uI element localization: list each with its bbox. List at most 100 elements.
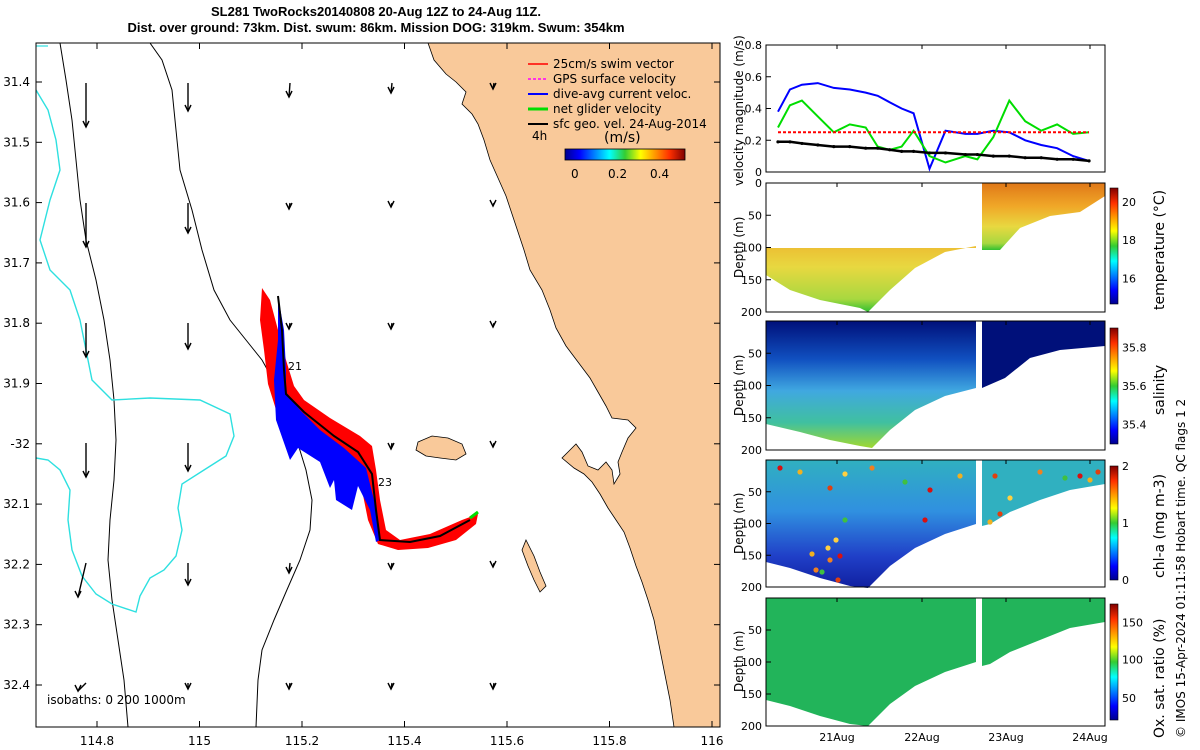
colorbar-title: (m/s) bbox=[604, 130, 641, 146]
depth-tick-label: 100 bbox=[741, 518, 762, 531]
legend-label-net: net glider velocity bbox=[553, 102, 661, 116]
colorbar-tick-1: 0.2 bbox=[608, 167, 627, 181]
salinity-panel: Depth (m) salinity bbox=[732, 320, 1168, 451]
geo-arrow-head bbox=[184, 578, 192, 587]
chlorophyll-sample bbox=[827, 485, 833, 491]
map-xtick-label: 115.2 bbox=[285, 734, 319, 748]
chlorophyll-sample bbox=[997, 511, 1003, 517]
chlorophyll-sample bbox=[1007, 495, 1013, 501]
legend-label-current: dive-avg current veloc. bbox=[553, 87, 691, 101]
chlorophyll-panel: Depth (m) chl-a (mg m-3) bbox=[732, 459, 1168, 588]
legend-label-swim: 25cm/s swim vector bbox=[553, 57, 674, 71]
geo-arrow-head bbox=[285, 202, 293, 211]
geo-arrow-head bbox=[387, 86, 395, 95]
map-ytick-label: -32 bbox=[10, 437, 30, 451]
geo-speed-marker bbox=[963, 152, 968, 157]
day-label-23: 23 bbox=[378, 476, 392, 489]
depth-tick-label: 150 bbox=[741, 412, 762, 425]
chlorophyll-sample bbox=[827, 557, 833, 563]
section-ticks: 0501001502005010015020050100150200501001… bbox=[741, 45, 1147, 744]
salinity-field bbox=[766, 321, 976, 448]
colorbar-tick-label: 35.6 bbox=[1122, 380, 1147, 393]
colorbar-tick-2: 0.4 bbox=[650, 167, 669, 181]
chlorophyll-field-right bbox=[982, 460, 1105, 526]
salinity-ylabel: Depth (m) bbox=[732, 355, 746, 416]
map-ytick-label: 32.2 bbox=[3, 557, 30, 571]
geo-arrow-head bbox=[285, 322, 293, 331]
day-label-21: 21 bbox=[288, 360, 302, 373]
geo-arrow-head bbox=[82, 120, 90, 129]
geo-arrow-head bbox=[489, 440, 497, 449]
day-tick-label: 22Aug bbox=[904, 731, 939, 744]
speed-colorbar bbox=[564, 148, 686, 161]
map-legend: 25cm/s swim vector GPS surface velocity … bbox=[528, 57, 707, 181]
map-xtick-label: 115.6 bbox=[490, 734, 524, 748]
chlorophyll-sample bbox=[1077, 473, 1083, 479]
geo-arrow-head bbox=[184, 682, 192, 691]
map-xtick-label: 115 bbox=[188, 734, 211, 748]
depth-tick-label: 200 bbox=[741, 444, 762, 457]
isobath-1000m bbox=[59, 43, 129, 727]
depth-tick-label: 100 bbox=[741, 656, 762, 669]
oxygen-panel: Depth (m) Ox. sat. ratio (%) bbox=[732, 597, 1168, 738]
velocity-ytick-label: 0.4 bbox=[745, 103, 763, 116]
geo-arrow-head bbox=[285, 682, 293, 691]
geo-arrow-head bbox=[489, 560, 497, 569]
geo-arrow-head bbox=[82, 470, 90, 479]
colorbar-tick-label: 20 bbox=[1122, 196, 1136, 209]
current-vector-band bbox=[274, 296, 380, 542]
velocity-ytick-label: 0.8 bbox=[745, 39, 763, 52]
map-ytick-label: 31.7 bbox=[3, 256, 30, 270]
geo-speed-marker bbox=[927, 151, 932, 155]
chlorophyll-sample bbox=[927, 487, 933, 493]
map-ytick-label: 31.8 bbox=[3, 316, 30, 330]
velocity-ytick-label: 0 bbox=[755, 166, 762, 179]
chlorophyll-sample bbox=[1087, 477, 1093, 483]
velocity-series-line bbox=[778, 140, 1090, 163]
chlorophyll-sample bbox=[813, 567, 819, 573]
colorbar-tick-label: 35.8 bbox=[1122, 342, 1147, 355]
map-island bbox=[415, 435, 467, 461]
colorbar-tick-label: 35.4 bbox=[1122, 418, 1147, 431]
geo-speed-marker bbox=[832, 145, 836, 149]
geo-speed-marker bbox=[1039, 156, 1043, 160]
geo-arrow-head bbox=[489, 320, 497, 329]
geo-arrow-head bbox=[184, 226, 192, 235]
geo-arrow-head bbox=[387, 200, 395, 209]
map-ytick-label: 31.5 bbox=[3, 135, 30, 149]
geo-arrow-head bbox=[74, 684, 82, 693]
geo-speed-marker bbox=[788, 140, 792, 144]
chlorophyll-sample bbox=[835, 577, 841, 583]
legend-scale-label: 4h bbox=[532, 129, 547, 143]
velocity-panel: 0 0.2 0.4 0.6 0.8 velocity magnitude (m/s) bbox=[732, 35, 1106, 186]
depth-tick-label: 50 bbox=[748, 624, 762, 637]
oxygen-field bbox=[766, 598, 976, 726]
chlorophyll-sample bbox=[842, 517, 848, 523]
chlorophyll-sample bbox=[902, 479, 908, 485]
oxygen-colorbar bbox=[1109, 603, 1119, 721]
day-tick-label: 24Aug bbox=[1072, 731, 1107, 744]
legend-entry-net: net glider velocity bbox=[528, 102, 661, 116]
chlorophyll-colorbar-label: chl-a (mg m-3) bbox=[1152, 474, 1168, 578]
map-xtick-label: 115.4 bbox=[387, 734, 421, 748]
map-ytick-label: 31.6 bbox=[3, 196, 30, 210]
oxygen-colorbar-label: Ox. sat. ratio (%) bbox=[1152, 619, 1168, 738]
geo-speed-marker bbox=[1071, 157, 1075, 161]
chlorophyll-colorbar bbox=[1109, 465, 1119, 581]
temperature-colorbar bbox=[1109, 187, 1119, 305]
geo-arrow-head bbox=[184, 464, 192, 473]
geo-speed-marker bbox=[1087, 159, 1091, 163]
map-xtick-label: 116 bbox=[701, 734, 724, 748]
chlorophyll-sample bbox=[825, 545, 831, 551]
legend-entry-current: dive-avg current veloc. bbox=[528, 87, 691, 101]
chlorophyll-sample bbox=[922, 517, 928, 523]
chlorophyll-sample bbox=[992, 473, 998, 479]
geo-speed-marker bbox=[800, 141, 804, 146]
day-tick-label: 21Aug bbox=[819, 731, 854, 744]
colorbar-tick-label: 150 bbox=[1122, 617, 1143, 630]
net-velocity-arrow bbox=[469, 510, 479, 520]
isobath-0m bbox=[36, 89, 235, 613]
colorbar-tick-label: 18 bbox=[1122, 234, 1136, 247]
colorbar-tick-label: 16 bbox=[1122, 272, 1136, 285]
